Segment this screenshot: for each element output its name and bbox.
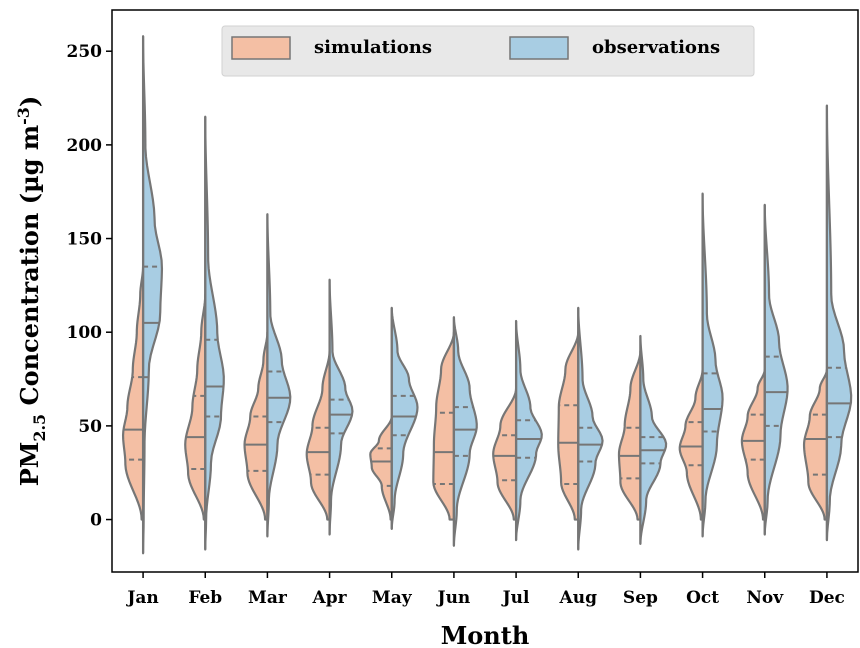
- violin-simulations-jul: [492, 387, 518, 521]
- violin-observations-oct: [701, 192, 724, 538]
- y-tick-label: 250: [67, 42, 103, 62]
- x-tick-label-jan: Jan: [125, 588, 158, 608]
- x-tick-label-dec: Dec: [809, 588, 845, 608]
- violin-observations-dec: [825, 104, 853, 542]
- x-tick-label-apr: Apr: [312, 588, 348, 608]
- legend-swatch-observations: [509, 36, 569, 60]
- violin-simulations-jan: [121, 265, 145, 521]
- violin-observations-nov: [763, 203, 789, 536]
- violin-simulations-oct: [678, 368, 704, 521]
- y-axis-title-rest: Concentration (µg m: [15, 125, 44, 414]
- y-tick-label: 200: [67, 136, 103, 156]
- violin-observations-jun: [452, 316, 478, 547]
- violin-observations-may: [390, 306, 419, 531]
- plot-area: [121, 35, 853, 555]
- x-tick-label-may: May: [372, 588, 413, 608]
- x-tick-label-oct: Oct: [686, 588, 719, 608]
- violin-observations-feb: [204, 115, 225, 551]
- y-axis-title-sup: -3: [14, 107, 33, 125]
- y-axis-title-base: PM: [15, 442, 44, 487]
- violin-observations-apr: [328, 278, 354, 536]
- x-axis-title: Month: [441, 621, 530, 648]
- y-tick-label: 0: [90, 511, 102, 531]
- violin-simulations-feb: [184, 293, 207, 521]
- legend-swatch-simulations: [231, 36, 291, 60]
- legend: simulations observations: [221, 25, 755, 77]
- legend-box: [221, 25, 755, 77]
- violin-observations-mar: [266, 213, 292, 538]
- x-tick-label-feb: Feb: [188, 588, 222, 608]
- y-axis-title-close: ): [15, 96, 44, 107]
- violin-simulations-mar: [243, 331, 269, 521]
- violin-simulations-aug: [557, 331, 580, 521]
- violin-observations-sep: [639, 334, 668, 545]
- x-tick-label-sep: Sep: [623, 588, 658, 608]
- x-tick-label-nov: Nov: [746, 588, 784, 608]
- legend-label-simulations: simulations: [314, 37, 432, 58]
- x-tick-label-mar: Mar: [248, 588, 288, 608]
- y-axis-title: PM2.5 Concentration (µg m-3): [14, 96, 49, 487]
- y-tick-label: 100: [67, 323, 103, 343]
- x-tick-label-jul: Jul: [501, 588, 530, 608]
- violin-simulations-may: [369, 415, 393, 521]
- legend-label-observations: observations: [592, 37, 720, 58]
- violin-simulations-dec: [802, 368, 829, 521]
- x-tick-label-jun: Jun: [436, 588, 471, 608]
- y-tick-label: 50: [78, 417, 102, 437]
- plot-frame: [111, 9, 859, 573]
- x-tick-label-aug: Aug: [559, 588, 598, 608]
- violin-simulations-apr: [305, 349, 331, 521]
- violin-simulations-nov: [740, 368, 766, 521]
- violin-simulations-jun: [432, 331, 456, 521]
- violin-observations-jul: [514, 319, 543, 542]
- y-axis-title-sub: 2.5: [30, 414, 49, 442]
- violin-simulations-sep: [617, 349, 642, 521]
- y-tick-label: 150: [67, 230, 103, 250]
- violin-observations-jan: [141, 35, 164, 555]
- axes: 0 50 100 150 200 250 Jan Feb Mar Apr May Jun Jul Aug S…: [67, 9, 859, 608]
